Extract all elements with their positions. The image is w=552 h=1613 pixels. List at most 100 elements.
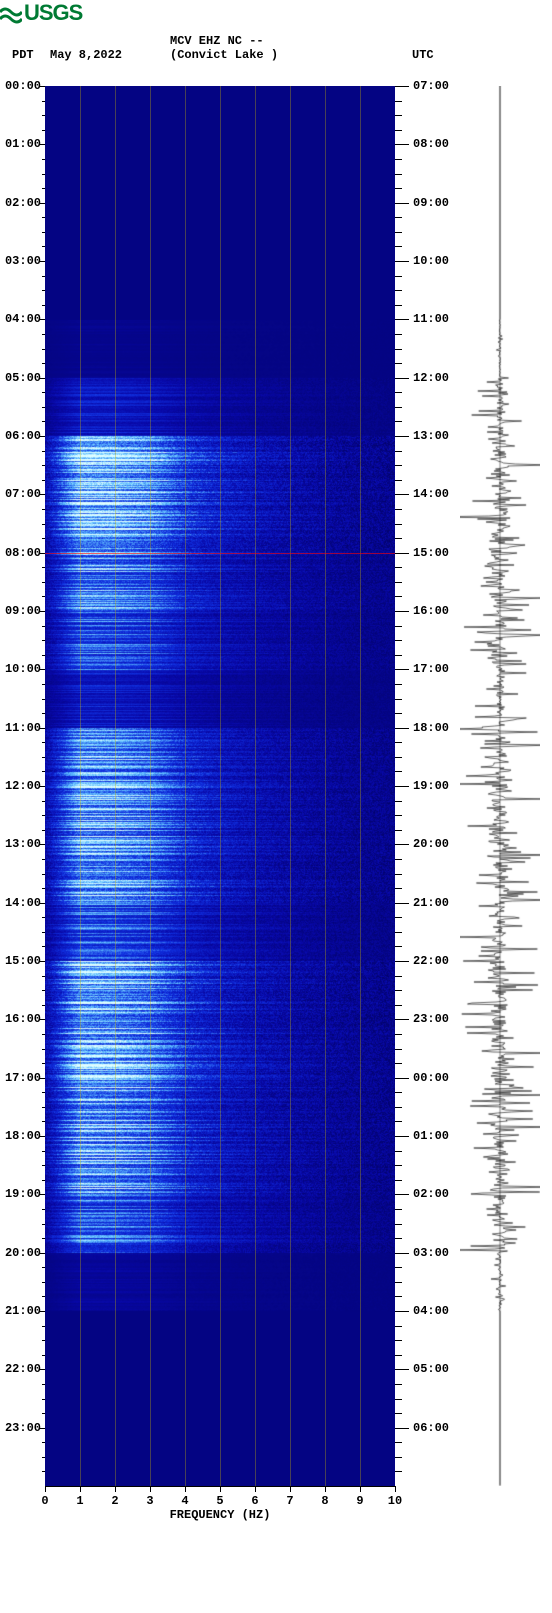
utc-major-tick (395, 378, 409, 379)
utc-minor-tick (395, 290, 402, 291)
utc-minor-tick (395, 1092, 402, 1093)
pdt-tick-label: 05:00 (5, 371, 41, 385)
utc-minor-tick (395, 1471, 402, 1472)
utc-minor-tick (395, 1209, 402, 1210)
utc-minor-tick (395, 567, 402, 568)
utc-minor-tick (395, 1267, 402, 1268)
spectrogram-plot (45, 86, 395, 1486)
utc-tick-label: 23:00 (413, 1012, 449, 1026)
utc-major-tick (395, 611, 409, 612)
pdt-tick-label: 21:00 (5, 1304, 41, 1318)
waveform-canvas (460, 86, 540, 1486)
pdt-tick-label: 04:00 (5, 312, 41, 326)
utc-minor-tick (395, 859, 402, 860)
utc-minor-tick (395, 640, 402, 641)
freq-tick-label: 8 (321, 1494, 328, 1508)
utc-major-tick (395, 844, 409, 845)
freq-tick (45, 1486, 46, 1492)
utc-tick-label: 19:00 (413, 779, 449, 793)
utc-minor-tick (395, 349, 402, 350)
utc-tick-label: 07:00 (413, 79, 449, 93)
usgs-logo: USGS (0, 0, 82, 26)
pdt-tick-label: 02:00 (5, 196, 41, 210)
utc-major-tick (395, 86, 409, 87)
utc-minor-tick (395, 582, 402, 583)
utc-minor-tick (395, 159, 402, 160)
utc-tick-label: 09:00 (413, 196, 449, 210)
utc-minor-tick (395, 246, 402, 247)
utc-minor-tick (395, 596, 402, 597)
utc-time-axis: 07:0008:0009:0010:0011:0012:0013:0014:00… (395, 86, 455, 1486)
freq-tick (325, 1486, 326, 1492)
freq-tick (80, 1486, 81, 1492)
utc-major-tick (395, 728, 409, 729)
utc-tick-label: 10:00 (413, 254, 449, 268)
utc-minor-tick (395, 1180, 402, 1181)
utc-minor-tick (395, 392, 402, 393)
utc-minor-tick (395, 1063, 402, 1064)
freq-tick (360, 1486, 361, 1492)
utc-tick-label: 16:00 (413, 604, 449, 618)
utc-minor-tick (395, 655, 402, 656)
utc-minor-tick (395, 888, 402, 889)
utc-minor-tick (395, 232, 402, 233)
freq-tick (115, 1486, 116, 1492)
pdt-tick-label: 06:00 (5, 429, 41, 443)
utc-major-tick (395, 203, 409, 204)
utc-major-tick (395, 961, 409, 962)
station-code: MCV EHZ NC -- (170, 34, 264, 48)
freq-tick-label: 10 (388, 1494, 402, 1508)
pdt-tick-label: 13:00 (5, 837, 41, 851)
utc-minor-tick (395, 830, 402, 831)
utc-minor-tick (395, 101, 402, 102)
utc-minor-tick (395, 509, 402, 510)
pdt-tick-label: 19:00 (5, 1187, 41, 1201)
utc-minor-tick (395, 1340, 402, 1341)
utc-minor-tick (395, 932, 402, 933)
utc-major-tick (395, 553, 409, 554)
utc-minor-tick (395, 1384, 402, 1385)
pdt-tick-label: 23:00 (5, 1421, 41, 1435)
freq-tick (290, 1486, 291, 1492)
utc-tick-label: 04:00 (413, 1304, 449, 1318)
utc-tick-label: 06:00 (413, 1421, 449, 1435)
pdt-tick-label: 22:00 (5, 1362, 41, 1376)
date-label: May 8,2022 (50, 48, 122, 62)
pdt-tick-label: 14:00 (5, 896, 41, 910)
utc-major-tick (395, 903, 409, 904)
freq-tick-label: 9 (356, 1494, 363, 1508)
pdt-tick-label: 08:00 (5, 546, 41, 560)
pdt-tick-label: 15:00 (5, 954, 41, 968)
utc-minor-tick (395, 1034, 402, 1035)
utc-minor-tick (395, 1121, 402, 1122)
utc-tick-label: 12:00 (413, 371, 449, 385)
utc-minor-tick (395, 276, 402, 277)
utc-minor-tick (395, 917, 402, 918)
pdt-tick-label: 20:00 (5, 1246, 41, 1260)
utc-tick-label: 17:00 (413, 662, 449, 676)
utc-minor-tick (395, 1296, 402, 1297)
usgs-logo-wave-icon (0, 4, 22, 22)
freq-tick-label: 2 (111, 1494, 118, 1508)
pdt-tick-label: 00:00 (5, 79, 41, 93)
utc-tick-label: 20:00 (413, 837, 449, 851)
utc-minor-tick (395, 538, 402, 539)
utc-minor-tick (395, 1442, 402, 1443)
utc-major-tick (395, 1311, 409, 1312)
utc-minor-tick (395, 976, 402, 977)
utc-major-tick (395, 436, 409, 437)
pdt-tick-label: 07:00 (5, 487, 41, 501)
utc-minor-tick (395, 801, 402, 802)
utc-minor-tick (395, 699, 402, 700)
frequency-axis-title: FREQUENCY (HZ) (170, 1508, 271, 1522)
utc-minor-tick (395, 771, 402, 772)
utc-major-tick (395, 1194, 409, 1195)
utc-tick-label: 14:00 (413, 487, 449, 501)
utc-tick-label: 22:00 (413, 954, 449, 968)
pdt-tick-label: 03:00 (5, 254, 41, 268)
usgs-logo-text: USGS (24, 0, 82, 26)
utc-minor-tick (395, 742, 402, 743)
utc-minor-tick (395, 1399, 402, 1400)
utc-minor-tick (395, 757, 402, 758)
utc-major-tick (395, 494, 409, 495)
